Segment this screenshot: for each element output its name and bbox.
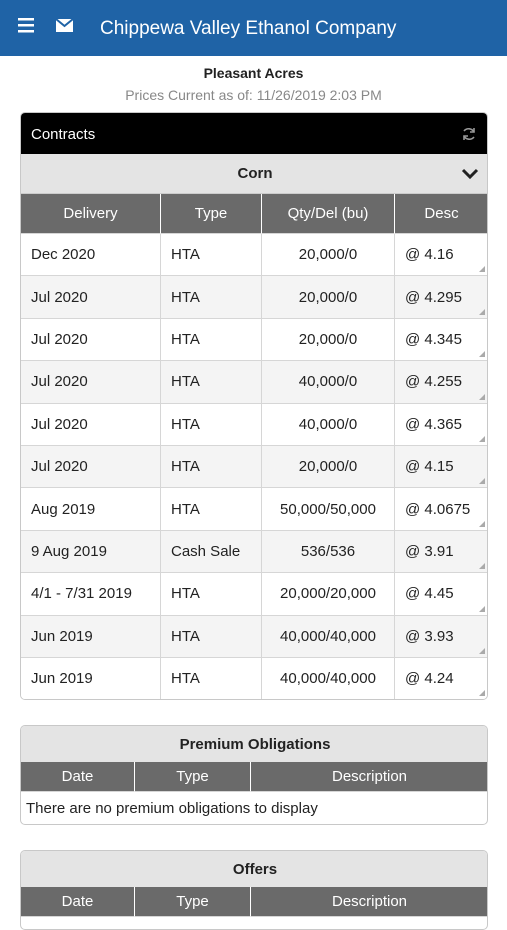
- table-cell: 20,000/0: [262, 318, 395, 362]
- table-cell: Aug 2019: [21, 488, 161, 531]
- table-cell: @ 4.0675: [395, 488, 487, 531]
- menu-icon[interactable]: [18, 18, 36, 34]
- table-cell: 20,000/0: [262, 446, 395, 489]
- table-cell: Jul 2020: [21, 361, 161, 404]
- column-header: Description: [251, 762, 487, 792]
- contracts-header: Contracts: [21, 113, 487, 154]
- table-cell: @ 4.255: [395, 361, 487, 404]
- column-header: Date: [21, 762, 135, 792]
- table-cell: Dec 2020: [21, 234, 161, 277]
- table-cell: Jul 2020: [21, 403, 161, 446]
- resize-grip: [479, 563, 485, 570]
- table-cell: HTA: [161, 658, 262, 699]
- table-cell: @ 4.45: [395, 573, 487, 616]
- commodity-name: Corn: [237, 165, 273, 182]
- refresh-icon[interactable]: [461, 126, 477, 142]
- offers-panel: Offers Date Type Description: [20, 850, 488, 930]
- table-cell: 40,000/40,000: [262, 658, 395, 699]
- mail-icon[interactable]: [55, 18, 75, 34]
- column-header: Qty/Del (bu): [262, 194, 395, 234]
- table-cell: @ 4.345: [395, 318, 487, 362]
- table-cell: 4/1 - 7/31 2019: [21, 573, 161, 616]
- table-cell: @ 4.15: [395, 446, 487, 489]
- table-cell: 536/536: [262, 530, 395, 574]
- table-cell: 20,000/20,000: [262, 573, 395, 616]
- chevron-icon: [461, 168, 479, 180]
- table-cell: @ 3.93: [395, 615, 487, 658]
- offers-header: Offers: [21, 851, 487, 887]
- premium-header: Premium Obligations: [21, 726, 487, 762]
- table-cell: Jun 2019: [21, 658, 161, 699]
- table-cell: HTA: [161, 446, 262, 489]
- column-header: Type: [161, 194, 262, 234]
- table-cell: @ 4.16: [395, 234, 487, 277]
- resize-grip: [479, 690, 485, 697]
- app-title: Chippewa Valley Ethanol Company: [100, 18, 397, 39]
- table-cell: 40,000/0: [262, 361, 395, 404]
- table-cell: HTA: [161, 361, 262, 404]
- column-header: Type: [135, 887, 251, 917]
- offers-title: Offers: [232, 861, 278, 878]
- account-name: Pleasant Acres: [203, 65, 304, 81]
- table-cell: @ 4.295: [395, 276, 487, 319]
- resize-grip: [479, 308, 485, 315]
- resize-grip: [479, 647, 485, 654]
- table-cell: 40,000/40,000: [262, 615, 395, 658]
- column-header: Date: [21, 887, 135, 917]
- resize-grip: [479, 351, 485, 358]
- contracts-panel: Contracts Corn Delivery Type Qty/Del (bu) D…: [20, 112, 488, 700]
- table-cell: Jun 2019: [21, 615, 161, 658]
- resize-grip: [479, 266, 485, 273]
- table-cell: Jul 2020: [21, 446, 161, 489]
- table-cell: @ 4.24: [395, 658, 487, 699]
- table-cell: 20,000/0: [262, 234, 395, 277]
- column-header: Desc: [395, 194, 487, 234]
- resize-grip: [479, 605, 485, 612]
- contracts-title: Contracts: [31, 126, 96, 143]
- table-cell: Jul 2020: [21, 276, 161, 319]
- table-cell: 9 Aug 2019: [21, 530, 161, 574]
- table-cell: HTA: [161, 276, 262, 319]
- table-cell: 20,000/0: [262, 276, 395, 319]
- column-header: Description: [251, 887, 487, 917]
- column-header: Delivery: [21, 194, 161, 234]
- column-header: Type: [135, 762, 251, 792]
- premium-panel: Premium Obligations There are no premium…: [20, 725, 488, 825]
- resize-grip: [479, 393, 485, 400]
- app-header: Chippewa Valley Ethanol Company: [0, 0, 507, 56]
- table-cell: HTA: [161, 573, 262, 616]
- premium-title: Premium Obligations: [179, 736, 331, 753]
- resize-grip: [479, 520, 485, 527]
- prices-current: Prices Current as of: 11/26/2019 2:03 PM: [125, 87, 382, 103]
- table-cell: @ 4.365: [395, 403, 487, 446]
- resize-grip: [479, 478, 485, 485]
- table-cell: 40,000/0: [262, 403, 395, 446]
- table-cell: @ 3.91: [395, 530, 487, 574]
- table-cell: HTA: [161, 318, 262, 362]
- premium-message: There are no premium obligations to disp…: [26, 800, 318, 817]
- resize-grip: [479, 435, 485, 442]
- table-cell: HTA: [161, 403, 262, 446]
- table-cell: Cash Sale: [161, 530, 262, 574]
- table-cell: HTA: [161, 488, 262, 531]
- table-cell: 50,000/50,000: [262, 488, 395, 531]
- table-cell: HTA: [161, 234, 262, 277]
- table-cell: Jul 2020: [21, 318, 161, 362]
- table-cell: HTA: [161, 615, 262, 658]
- commodity-row[interactable]: Corn: [21, 154, 487, 194]
